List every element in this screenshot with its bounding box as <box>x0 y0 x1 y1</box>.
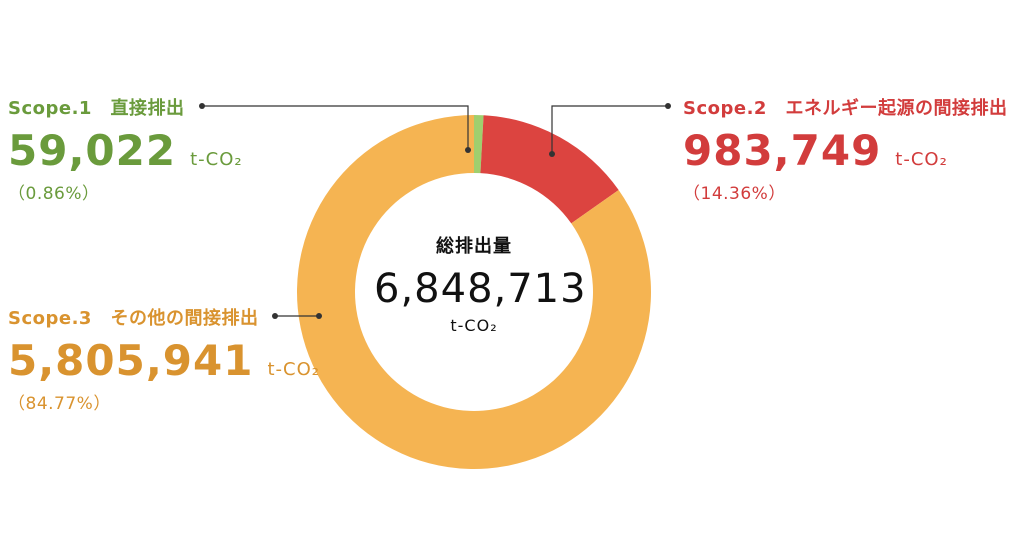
scope1-label: Scope.1 直接排出 59,022 t-CO₂ （0.86%） <box>8 94 243 204</box>
scope3-unit: t-CO₂ <box>267 359 320 380</box>
leader-dot <box>465 147 471 153</box>
scope1-unit: t-CO₂ <box>190 149 243 170</box>
scope1-title: Scope.1 直接排出 <box>8 98 185 119</box>
scope2-title: Scope.2 エネルギー起源の間接排出 <box>683 98 1008 119</box>
scope1-value: 59,022 <box>8 126 177 175</box>
total-value: 6,848,713 <box>374 266 587 312</box>
scope1-percent: （0.86%） <box>8 184 100 204</box>
donut-center: 総排出量 6,848,713 t-CO₂ <box>374 232 587 335</box>
scope1-slice <box>474 115 484 174</box>
scope3-title: Scope.3 その他の間接排出 <box>8 308 259 329</box>
scope3-slice <box>296 115 651 469</box>
leader-dot <box>549 151 555 157</box>
scope2-label: Scope.2 エネルギー起源の間接排出 983,749 t-CO₂ （14.36… <box>683 94 1007 204</box>
leader-dot <box>272 313 278 319</box>
leader-dot <box>316 313 322 319</box>
scope2-value: 983,749 <box>683 126 882 175</box>
scope3-label: Scope.3 その他の間接排出 5,805,941 t-CO₂ （84.77%） <box>8 304 320 414</box>
scope3-percent: （84.77%） <box>8 394 111 414</box>
scope2-unit: t-CO₂ <box>895 149 948 170</box>
scope2-slice <box>480 115 619 224</box>
scope3-value: 5,805,941 <box>8 336 254 385</box>
leader-dot <box>199 103 205 109</box>
scope2-percent: （14.36%） <box>683 184 786 204</box>
scope3-leader <box>272 313 322 319</box>
leader-dot <box>665 103 671 109</box>
scope1-leader <box>199 103 471 153</box>
total-unit: t-CO₂ <box>450 316 498 335</box>
total-title: 総排出量 <box>436 236 512 257</box>
scope2-leader <box>549 103 671 157</box>
